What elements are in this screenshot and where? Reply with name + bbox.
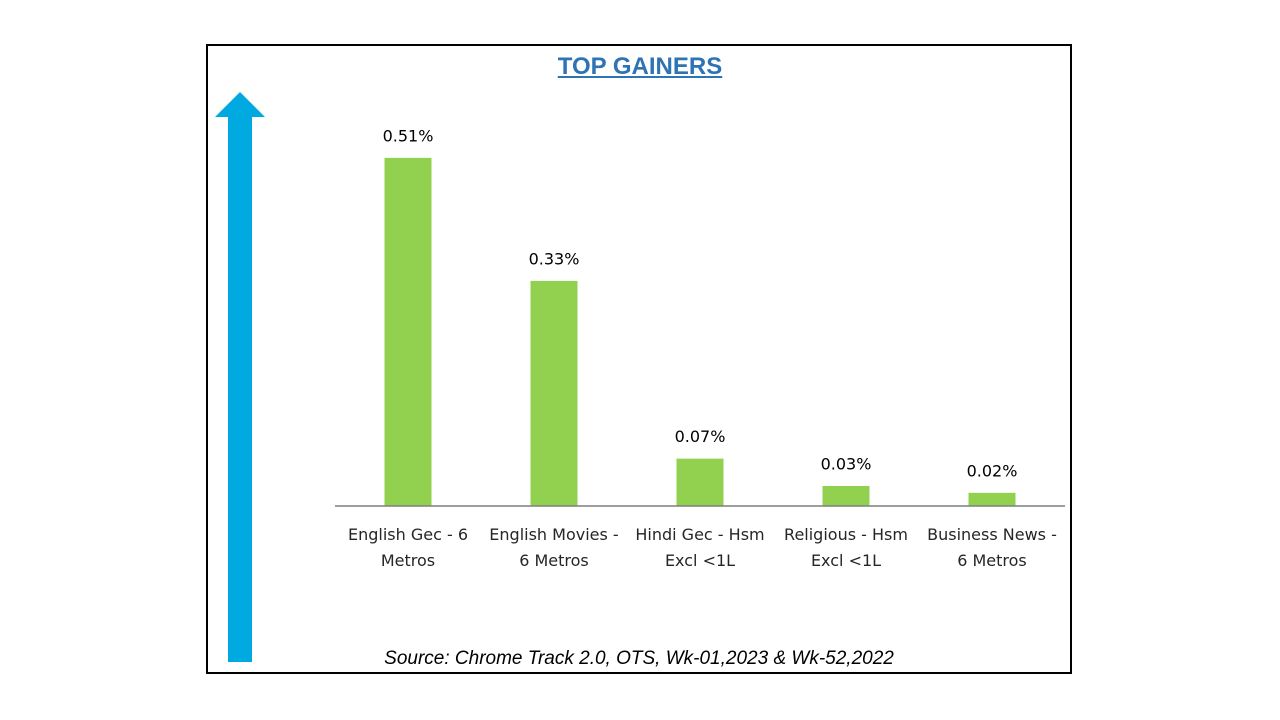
data-label-3: 0.07% [675,427,726,446]
bar-3 [675,457,725,507]
x-tick-label-2-line-2: 6 Metros [519,551,589,570]
bar-1 [383,156,433,507]
x-tick-label-5-line-2: 6 Metros [957,551,1027,570]
x-tick-label-4-line-2: Excl <1L [811,551,881,570]
bar-5 [967,491,1017,507]
x-tick-label-2-line-1: English Movies - [489,525,618,544]
bar-4 [821,484,871,507]
x-tick-label-3-line-2: Excl <1L [665,551,735,570]
data-label-5: 0.02% [967,461,1018,480]
bar-2 [529,279,579,507]
labels-layer: 0.51% English Gec - 6 Metros 0.33% English M… [348,126,1057,570]
bars-layer [383,156,1017,507]
source-note: Source: Chrome Track 2.0, OTS, Wk-01,202… [384,648,894,669]
data-label-2: 0.33% [529,249,580,268]
data-label-1: 0.51% [383,126,434,145]
x-tick-label-4-line-1: Religious - Hsm [784,525,908,544]
x-tick-label-5-line-1: Business News - [927,525,1057,544]
x-tick-label-3-line-1: Hindi Gec - Hsm [635,525,764,544]
up-arrow-icon [215,92,265,662]
data-label-4: 0.03% [821,454,872,473]
slide-frame [206,44,1072,674]
x-tick-label-1-line-2: Metros [381,551,435,570]
x-tick-label-1-line-1: English Gec - 6 [348,525,468,544]
chart-title: TOP GAINERS [557,53,723,80]
